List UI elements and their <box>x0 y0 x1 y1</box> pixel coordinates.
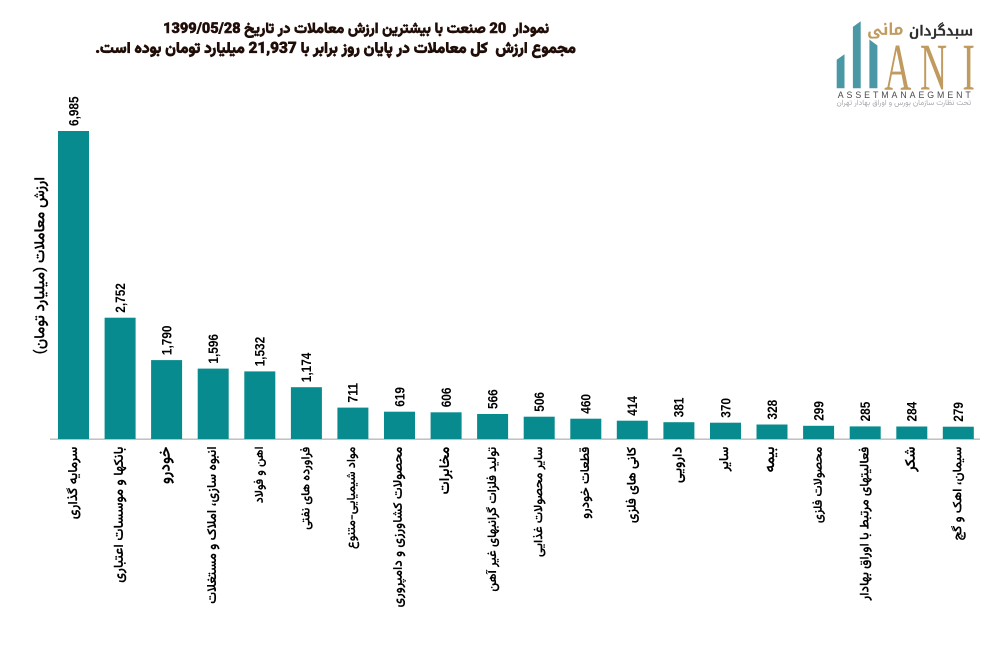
svg-text:279: 279 <box>951 402 966 422</box>
svg-text:ASSETMANAEGMENT: ASSETMANAEGMENT <box>838 90 972 100</box>
svg-text:506: 506 <box>532 392 547 412</box>
svg-text:414: 414 <box>625 396 640 416</box>
svg-text:6,985: 6,985 <box>66 96 81 126</box>
svg-text:2,752: 2,752 <box>113 283 128 313</box>
svg-text:566: 566 <box>485 389 500 409</box>
svg-text:1,174: 1,174 <box>299 352 314 382</box>
svg-text:ANI: ANI <box>884 30 975 104</box>
svg-text:299: 299 <box>811 401 826 421</box>
svg-text:381: 381 <box>672 397 687 417</box>
svg-text:619: 619 <box>392 387 407 407</box>
svg-text:1,790: 1,790 <box>159 326 174 356</box>
svg-text:285: 285 <box>858 401 873 421</box>
svg-text:1,532: 1,532 <box>253 337 268 367</box>
svg-text:328: 328 <box>765 399 780 419</box>
svg-text:606: 606 <box>439 387 454 407</box>
svg-text:460: 460 <box>579 394 594 414</box>
svg-text:284: 284 <box>905 401 920 421</box>
svg-text:711: 711 <box>346 382 361 402</box>
svg-text:1,596: 1,596 <box>206 334 221 364</box>
svg-text:370: 370 <box>718 398 733 418</box>
